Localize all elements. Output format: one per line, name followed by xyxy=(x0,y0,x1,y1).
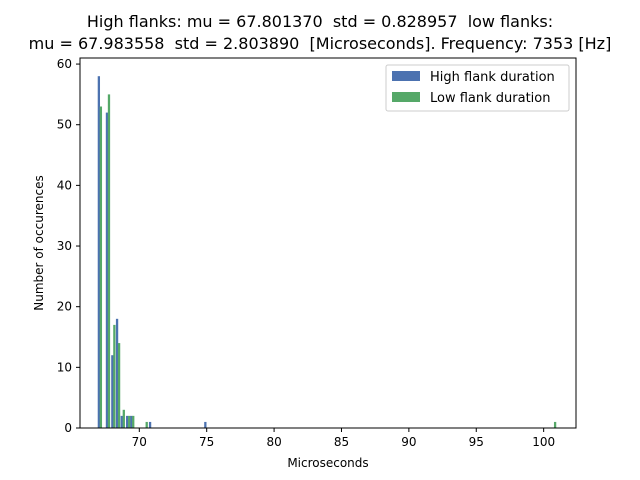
bar-layer xyxy=(97,76,557,429)
y-tick-label-3: 30 xyxy=(57,239,72,253)
bar-series-1-8 xyxy=(553,421,557,428)
bar-series-0-3 xyxy=(115,318,119,428)
bar-series-0-4 xyxy=(120,415,123,428)
bar-series-1-3 xyxy=(117,343,121,428)
bar-series-1-7 xyxy=(145,421,148,428)
bar-series-0-5 xyxy=(126,415,129,428)
legend-box xyxy=(385,64,570,112)
x-tick-label-4: 90 xyxy=(401,435,416,449)
x-tick-label-3: 85 xyxy=(334,435,349,449)
chart-title-line-1: High flanks: mu = 67.801370 std = 0.8289… xyxy=(86,12,554,31)
x-tick-label-6: 100 xyxy=(532,435,555,449)
y-axis-label: Number of occurences xyxy=(32,175,46,310)
x-tick-label-5: 95 xyxy=(469,435,484,449)
legend: High flank duration Low flank duration xyxy=(385,64,570,112)
x-tick-label-2: 80 xyxy=(266,435,281,449)
legend-label-low: Low flank duration xyxy=(430,91,551,106)
y-tick-label-6: 60 xyxy=(57,57,72,71)
x-axis-ticks: 70 75 80 85 90 95 100 xyxy=(132,428,555,449)
y-axis-ticks: 0 10 20 30 40 50 60 xyxy=(57,57,80,435)
bar-series-1-1 xyxy=(107,94,111,428)
y-tick-label-0: 0 xyxy=(64,421,72,435)
bar-series-1-6 xyxy=(132,415,135,428)
bar-series-0-2 xyxy=(111,355,114,428)
bar-series-1-4 xyxy=(122,409,125,428)
legend-swatch-low xyxy=(392,92,420,102)
y-tick-label-5: 50 xyxy=(57,118,72,132)
chart-title-line-2: mu = 67.983558 std = 2.803890 [Microseco… xyxy=(28,34,612,53)
bar-series-0-1 xyxy=(105,112,109,428)
x-axis-label: Microseconds xyxy=(287,456,368,470)
y-tick-label-4: 40 xyxy=(57,178,72,192)
bar-series-1-0 xyxy=(99,106,103,429)
bar-series-1-5 xyxy=(128,415,131,428)
y-tick-label-2: 20 xyxy=(57,300,72,314)
bar-series-0-0 xyxy=(97,76,101,428)
bar-series-0-6 xyxy=(130,415,133,428)
bar-series-0-8 xyxy=(204,421,207,428)
legend-label-high: High flank duration xyxy=(430,70,555,85)
x-tick-label-0: 70 xyxy=(132,435,147,449)
axes-frame xyxy=(79,57,577,429)
legend-swatch-high xyxy=(392,71,420,81)
bar-series-0-7 xyxy=(148,421,152,428)
bar-series-1-2 xyxy=(113,324,116,428)
y-tick-label-1: 10 xyxy=(57,360,72,374)
x-tick-label-1: 75 xyxy=(199,435,214,449)
